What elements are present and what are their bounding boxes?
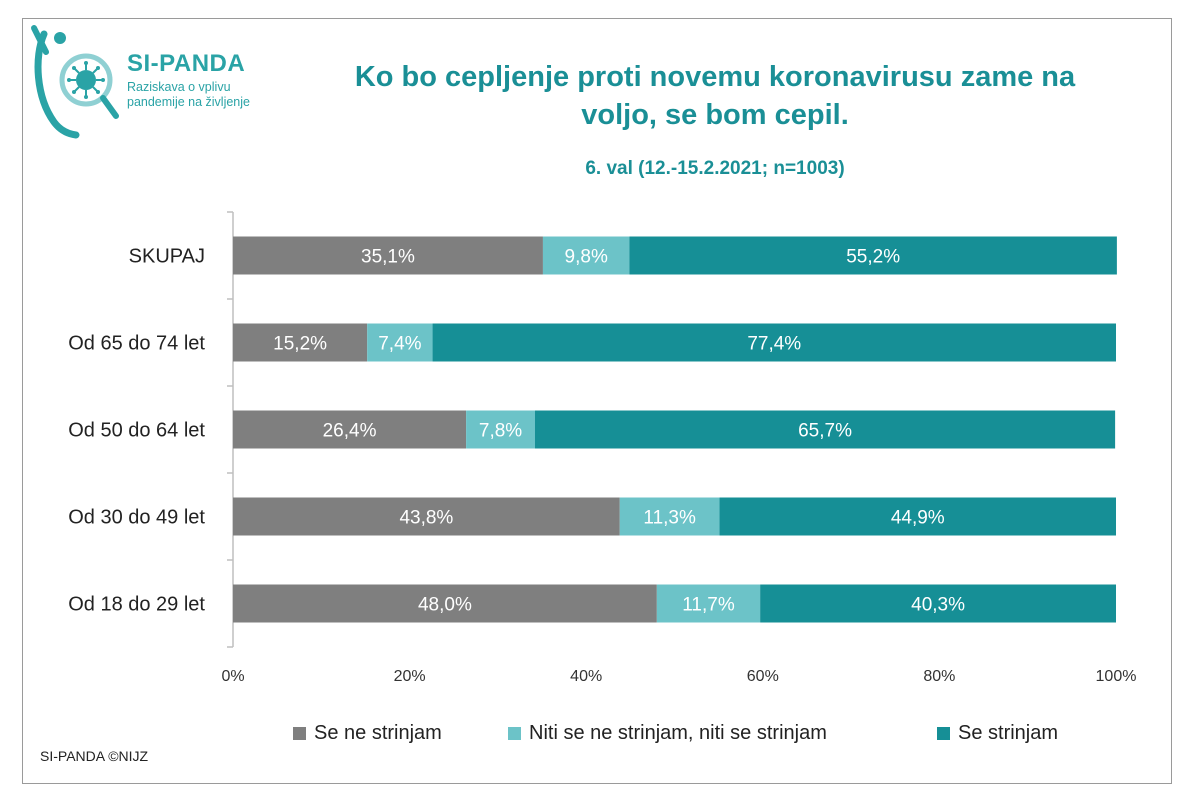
- data-label: 40,3%: [911, 595, 965, 616]
- si-panda-logo: SI-PANDA Raziskava o vplivu pandemije na…: [24, 22, 264, 147]
- bar-segment-agree: [719, 497, 1116, 536]
- category-label: Od 65 do 74 let: [68, 333, 205, 355]
- bar-segment-agree: [432, 323, 1117, 362]
- chart-title-line1: Ko bo cepljenje proti novemu koronavirus…: [354, 61, 1076, 93]
- legend-label: Se ne strinjam: [314, 722, 442, 744]
- bar-segment-agree: [629, 236, 1117, 275]
- logo-mark-icon: [31, 25, 119, 139]
- data-label: 15,2%: [273, 334, 327, 355]
- bar-segment-disagree: [233, 236, 543, 275]
- data-label: 65,7%: [798, 421, 852, 442]
- data-label: 9,8%: [565, 247, 608, 268]
- chart-title-line2: voljo, se bom cepil.: [581, 99, 849, 131]
- data-label: 43,8%: [399, 508, 453, 529]
- legend-item: Se ne strinjam: [293, 722, 442, 745]
- bar-segment-disagree: [233, 497, 620, 536]
- x-tick-label: 80%: [923, 668, 955, 685]
- data-label: 44,9%: [891, 508, 945, 529]
- logo-title: SI-PANDA: [127, 50, 246, 77]
- category-label: SKUPAJ: [129, 246, 205, 268]
- legend-label: Se strinjam: [958, 722, 1059, 744]
- x-tick-label: 40%: [570, 668, 602, 685]
- bar-segment-neutral: [466, 410, 535, 449]
- bar-segment-disagree: [233, 323, 368, 362]
- x-tick-label: 0%: [221, 668, 244, 685]
- bar-segment-neutral: [367, 323, 433, 362]
- bar-segment-neutral: [542, 236, 630, 275]
- data-label: 77,4%: [747, 334, 801, 355]
- chart-legend: Se ne strinjam Niti se ne strinjam, niti …: [0, 722, 1200, 752]
- legend-item: Niti se ne strinjam, niti se strinjam: [508, 722, 827, 745]
- category-label: Od 18 do 29 let: [68, 594, 205, 616]
- footer-credit: SI-PANDA ©NIJZ: [40, 748, 149, 764]
- bar-segment-disagree: [233, 584, 657, 623]
- x-tick-label: 20%: [394, 668, 426, 685]
- legend-label: Niti se ne strinjam, niti se strinjam: [529, 722, 827, 744]
- bar-segment-agree: [534, 410, 1116, 449]
- logo-subtitle-line1: Raziskava o vplivu: [127, 80, 231, 94]
- data-label: 7,8%: [479, 421, 522, 442]
- legend-swatch: [937, 727, 950, 740]
- logo-subtitle: Raziskava o vplivu pandemije na življenj…: [127, 80, 277, 110]
- data-label: 11,7%: [682, 595, 735, 616]
- chart-title: Ko bo cepljenje proti novemu koronavirus…: [280, 58, 1150, 134]
- legend-swatch: [293, 727, 306, 740]
- bar-segment-disagree: [233, 410, 467, 449]
- x-tick-label: 60%: [747, 668, 779, 685]
- logo-subtitle-line2: pandemije na življenje: [127, 95, 250, 109]
- data-label: 48,0%: [418, 595, 472, 616]
- chart-subtitle: 6. val (12.-15.2.2021; n=1003): [585, 158, 845, 179]
- legend-item: Se strinjam: [937, 722, 1058, 745]
- bar-segment-neutral: [619, 497, 720, 536]
- data-label: 55,2%: [846, 247, 900, 268]
- chart-frame: [22, 18, 1172, 784]
- category-label: Od 50 do 64 let: [68, 420, 205, 442]
- data-label: 11,3%: [643, 508, 696, 529]
- data-label: 35,1%: [361, 247, 415, 268]
- data-label: 26,4%: [323, 421, 377, 442]
- data-label: 7,4%: [378, 334, 421, 355]
- bar-segment-agree: [760, 584, 1116, 623]
- x-tick-label: 100%: [1096, 668, 1137, 685]
- bar-segment-neutral: [656, 584, 761, 623]
- legend-swatch: [508, 727, 521, 740]
- category-label: Od 30 do 49 let: [68, 507, 205, 529]
